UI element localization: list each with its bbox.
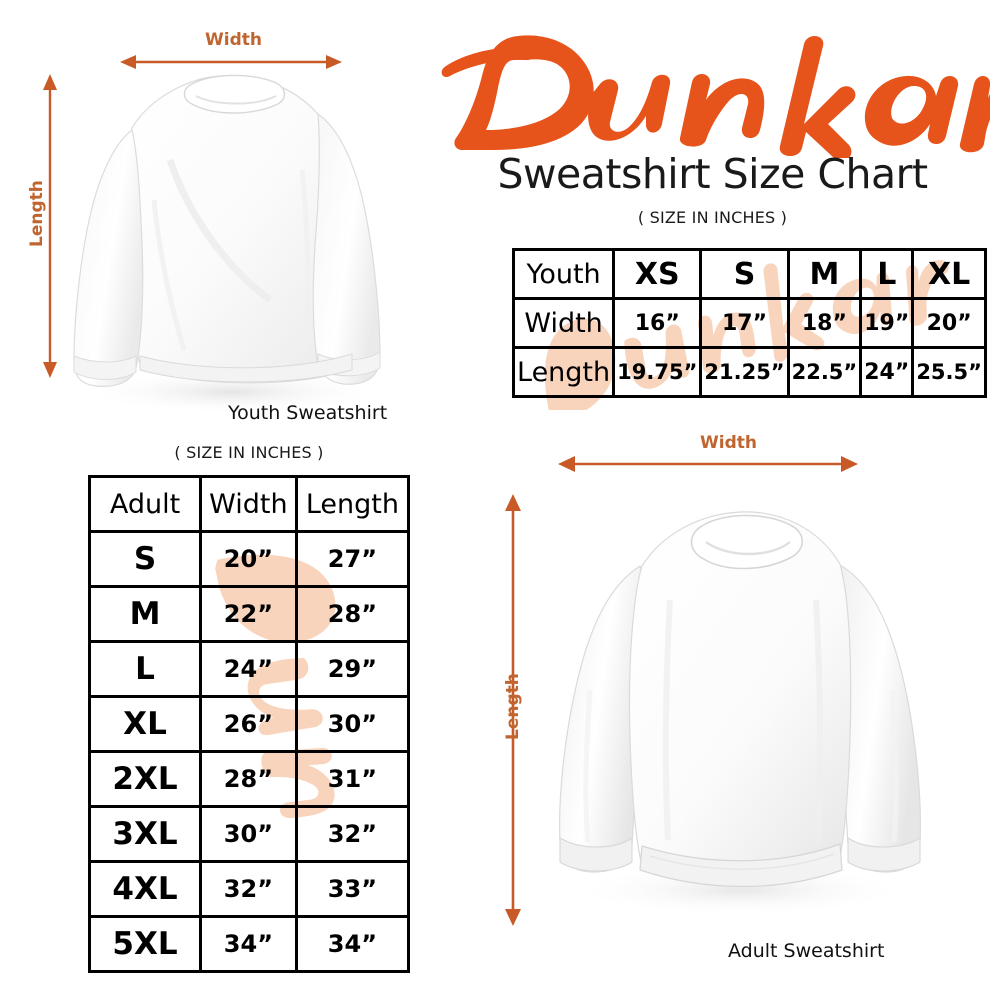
adult-header-row: Adult Width Length: [88, 475, 411, 533]
adult-size-label: L: [88, 640, 202, 698]
adult-table-row: S 20” 27”: [88, 530, 411, 588]
adult-length-value: 28”: [294, 585, 411, 643]
page-title: Sweatshirt Size Chart: [497, 150, 928, 198]
youth-size-header: XS: [612, 248, 703, 300]
youth-length-label: Length: [27, 180, 47, 247]
adult-length-value: 34”: [294, 915, 411, 973]
youth-table-row: Length 19.75” 21.25” 22.5” 24” 25.5”: [511, 346, 987, 398]
adult-table-row: 2XL 28” 31”: [88, 750, 411, 808]
adult-length-value: 29”: [294, 640, 411, 698]
adult-length-label: Length: [503, 673, 523, 740]
youth-cell-value: 24”: [859, 346, 915, 398]
adult-width-arrow: [558, 456, 858, 472]
adult-table-row: L 24” 29”: [88, 640, 411, 698]
adult-width-value: 34”: [199, 915, 298, 973]
adult-width-value: 32”: [199, 860, 298, 918]
youth-cell-value: 21.25”: [699, 346, 790, 398]
youth-length-arrow: [43, 74, 57, 378]
adult-width-value: 28”: [199, 750, 298, 808]
adult-inches-note: ( SIZE IN INCHES ): [174, 443, 324, 462]
youth-cell-value: 25.5”: [911, 346, 987, 398]
adult-length-value: 27”: [294, 530, 411, 588]
adult-size-label: 5XL: [88, 915, 202, 973]
adult-table-row: XL 26” 30”: [88, 695, 411, 753]
youth-sweatshirt-caption: Youth Sweatshirt: [228, 402, 388, 424]
adult-size-label: 4XL: [88, 860, 202, 918]
adult-column-header: Width: [199, 475, 298, 533]
adult-width-value: 20”: [199, 530, 298, 588]
adult-table-row: 4XL 32” 33”: [88, 860, 411, 918]
youth-size-header: S: [699, 248, 790, 300]
youth-inches-note: ( SIZE IN INCHES ): [637, 208, 788, 227]
adult-column-header: Adult: [88, 475, 202, 533]
adult-table-row: 5XL 34” 34”: [88, 915, 411, 973]
youth-cell-value: 20”: [911, 297, 987, 349]
adult-length-value: 31”: [294, 750, 411, 808]
youth-size-header: XL: [911, 248, 987, 300]
adult-width-value: 22”: [199, 585, 298, 643]
adult-size-label: XL: [88, 695, 202, 753]
adult-length-value: 33”: [294, 860, 411, 918]
youth-size-header: L: [859, 248, 915, 300]
adult-size-label: 3XL: [88, 805, 202, 863]
adult-width-value: 24”: [199, 640, 298, 698]
adult-size-label: S: [88, 530, 202, 588]
youth-cell-value: 17”: [699, 297, 790, 349]
adult-size-table: Adult Width Length S 20” 27” M 22” 28” L 24” 29” XL 2…: [88, 475, 411, 973]
youth-table-row: Width 16” 17” 18” 19” 20”: [511, 297, 987, 349]
dunkare-logo: [440, 28, 990, 158]
youth-sweatshirt-illustration: [20, 20, 440, 440]
youth-cell-value: 18”: [786, 297, 863, 349]
adult-size-label: M: [88, 585, 202, 643]
adult-table-row: M 22” 28”: [88, 585, 411, 643]
youth-width-label: Width: [205, 30, 262, 50]
adult-width-value: 30”: [199, 805, 298, 863]
adult-sweatshirt-caption: Adult Sweatshirt: [728, 940, 885, 962]
youth-width-arrow: [120, 55, 342, 69]
adult-width-value: 26”: [199, 695, 298, 753]
youth-cell-value: 22.5”: [786, 346, 863, 398]
adult-sweatshirt-illustration: [520, 470, 960, 940]
adult-length-arrow: [505, 494, 521, 926]
adult-column-header: Length: [294, 475, 411, 533]
adult-size-label: 2XL: [88, 750, 202, 808]
youth-header-row: Youth XS S M L XL: [511, 248, 987, 300]
youth-row-label: Length: [511, 346, 616, 398]
adult-width-label: Width: [700, 433, 757, 453]
youth-cell-value: 19”: [859, 297, 915, 349]
youth-cell-value: 16”: [612, 297, 703, 349]
youth-cell-value: 19.75”: [612, 346, 703, 398]
youth-size-table: Youth XS S M L XL Width 16” 17” 18” 19” 20” Length 19…: [511, 248, 987, 398]
youth-row-label: Width: [511, 297, 616, 349]
adult-length-value: 32”: [294, 805, 411, 863]
youth-corner-label: Youth: [511, 248, 616, 300]
youth-size-header: M: [786, 248, 863, 300]
adult-table-row: 3XL 30” 32”: [88, 805, 411, 863]
adult-length-value: 30”: [294, 695, 411, 753]
